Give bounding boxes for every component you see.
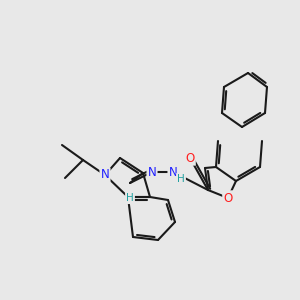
Text: N: N	[100, 169, 109, 182]
Text: N: N	[169, 166, 177, 178]
Text: O: O	[224, 191, 232, 205]
Text: H: H	[126, 193, 134, 203]
Text: H: H	[177, 174, 185, 184]
Text: O: O	[185, 152, 195, 164]
Text: N: N	[148, 166, 156, 178]
